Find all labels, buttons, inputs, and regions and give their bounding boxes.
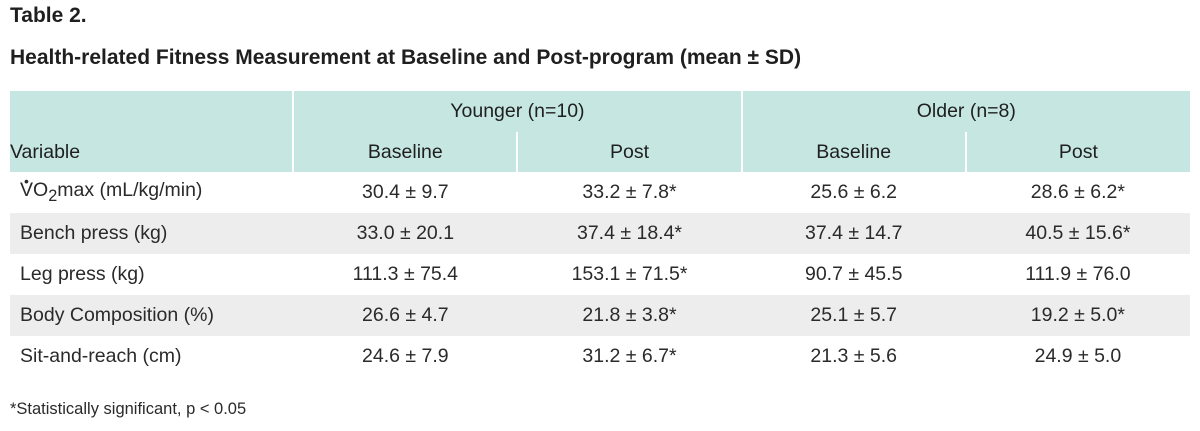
vo2max-label: V • xyxy=(20,173,34,202)
column-header-older-post: Post xyxy=(964,132,1190,172)
table-cell: 25.6 ± 6.2 xyxy=(810,181,897,203)
table-row: Leg press (kg) 111.3 ± 75.4 153.1 ± 71.5… xyxy=(10,254,1190,295)
table-cell: 21.8 ± 3.8* xyxy=(517,295,742,336)
table-row: Bench press (kg) 33.0 ± 20.1 37.4 ± 18.4… xyxy=(10,213,1190,254)
dot-accent-icon: • xyxy=(24,173,29,190)
row-label: Body Composition (%) xyxy=(10,295,294,336)
table-cell: 40.5 ± 15.6* xyxy=(965,213,1190,254)
table-cell: 33.2 ± 7.8* xyxy=(582,181,677,203)
column-header-younger-post: Post xyxy=(516,132,742,172)
table-row: V • O2max (mL/kg/min) 30.4 ± 9.7 33.2 ± 7.… xyxy=(10,172,1190,213)
table-row: Sit-and-reach (cm) 24.6 ± 7.9 31.2 ± 6.7… xyxy=(10,336,1190,377)
table-cell: 24.6 ± 7.9 xyxy=(362,345,449,367)
table-cell: 90.7 ± 45.5 xyxy=(804,263,903,285)
group-header-older: Older (n=8) xyxy=(740,91,1190,132)
row-label: Sit-and-reach (cm) xyxy=(20,345,182,367)
group-header-blank xyxy=(10,91,294,132)
fitness-table: Younger (n=10) Older (n=8) Variable Base… xyxy=(10,91,1190,377)
table-cell: 111.9 ± 76.0 xyxy=(1025,263,1131,285)
table-cell: 37.4 ± 14.7 xyxy=(741,213,966,254)
table-cell: 111.3 ± 75.4 xyxy=(352,263,459,285)
table-cell: 25.1 ± 5.7 xyxy=(741,295,966,336)
table-cell: 28.6 ± 6.2* xyxy=(1030,181,1125,203)
table-cell: 19.2 ± 5.0* xyxy=(965,295,1190,336)
table-cell: 33.0 ± 20.1 xyxy=(293,213,518,254)
table-caption: Health-related Fitness Measurement at Ba… xyxy=(10,46,802,69)
row-label: Bench press (kg) xyxy=(10,213,294,254)
table-cell: 37.4 ± 18.4* xyxy=(517,213,742,254)
table-cell: 153.1 ± 71.5* xyxy=(571,263,688,285)
group-header-row: Younger (n=10) Older (n=8) xyxy=(10,91,1190,132)
table-row: Body Composition (%) 26.6 ± 4.7 21.8 ± 3… xyxy=(10,295,1190,336)
table-cell: 31.2 ± 6.7* xyxy=(582,345,677,367)
row-label: Leg press (kg) xyxy=(20,263,145,285)
column-header-row: Variable Baseline Post Baseline Post xyxy=(10,132,1190,172)
table-number: Table 2. xyxy=(10,4,87,27)
table-cell: 24.9 ± 5.0 xyxy=(1034,345,1122,367)
table-cell: 26.6 ± 4.7 xyxy=(293,295,518,336)
row-label-vo2max: V • O2max (mL/kg/min) xyxy=(20,173,203,205)
column-header-younger-baseline: Baseline xyxy=(292,132,518,172)
table-cell: 30.4 ± 9.7 xyxy=(362,181,449,203)
column-header-variable: Variable xyxy=(10,132,294,172)
table-cell: 21.3 ± 5.6 xyxy=(810,345,897,367)
footnote: *Statistically significant, p < 0.05 xyxy=(10,400,247,418)
group-header-younger: Younger (n=10) xyxy=(292,91,742,132)
column-header-older-baseline: Baseline xyxy=(740,132,966,172)
